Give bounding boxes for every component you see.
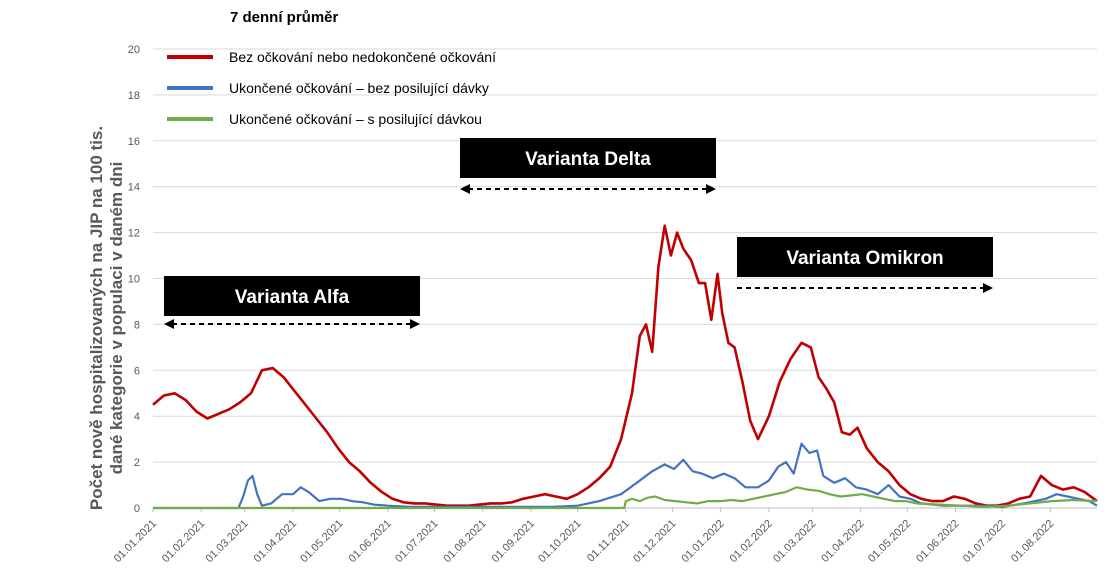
- annotation-label: Varianta Delta: [525, 149, 651, 170]
- annotation-omikron: Varianta Omikron: [737, 237, 993, 293]
- x-tick-label: 01.08.2021: [441, 518, 488, 565]
- legend-label: Ukončené očkování – bez posilující dávky: [229, 80, 489, 96]
- x-tick-label: 01.03.2021: [203, 518, 250, 565]
- y-tick-label: 4: [134, 411, 140, 423]
- x-tick-label: 01.07.2021: [393, 518, 440, 565]
- legend-label: Ukončené očkování – s posilující dávkou: [229, 111, 482, 127]
- x-tick-label: 01.11.2021: [585, 518, 632, 565]
- annotation-box: [737, 237, 993, 277]
- series-line-vaccinated-booster: [153, 486, 1098, 510]
- annotation-label: Varianta Omikron: [786, 248, 943, 269]
- x-tick-label: 01.05.2021: [298, 518, 345, 565]
- arrow-right-icon: [983, 283, 993, 293]
- legend-item-vaccinated-no-booster: Ukončené očkování – bez posilující dávky: [167, 80, 489, 96]
- x-tick-label: 01.06.2022: [914, 518, 961, 565]
- x-tick-label: 01.04.2022: [819, 518, 866, 565]
- x-tick-label: 01.07.2022: [961, 518, 1008, 565]
- y-tick-label: 6: [134, 365, 140, 377]
- y-axis-ticks: 0 2 4 6 8 10 12 14 16 18 20: [128, 44, 140, 515]
- legend-item-unvaccinated: Bez očkování nebo nedokončené očkování: [167, 49, 496, 65]
- x-tick-label: 01.04.2021: [252, 518, 299, 565]
- legend-item-vaccinated-booster: Ukončené očkování – s posilující dávkou: [167, 111, 482, 127]
- y-tick-label: 8: [134, 319, 140, 331]
- annotation-delta: Varianta Delta: [460, 138, 716, 194]
- y-tick-label: 12: [128, 228, 140, 240]
- x-tick-label: 01.03.2022: [771, 518, 818, 565]
- series-line-unvaccinated: [152, 224, 1098, 508]
- y-tick-label: 10: [128, 274, 140, 286]
- arrow-right-icon: [410, 319, 420, 329]
- y-tick-label: 16: [128, 136, 140, 148]
- x-tick-label: 01.01.2021: [112, 518, 159, 565]
- y-axis-label-line1: Počet nově hospitalizovaných na JIP na 1…: [87, 126, 106, 510]
- x-tick-label: 01.02.2021: [160, 518, 207, 565]
- y-tick-label: 0: [134, 503, 140, 515]
- series-lines: [152, 224, 1098, 510]
- annotation-alfa: Varianta Alfa: [164, 276, 420, 329]
- variant-annotations: Varianta Alfa Varianta Delta Varianta Om…: [164, 138, 993, 329]
- y-tick-label: 14: [128, 182, 140, 194]
- x-tick-label: 01.02.2022: [728, 518, 775, 565]
- x-tick-label: 01.12.2021: [631, 518, 678, 565]
- y-tick-label: 20: [128, 44, 140, 56]
- x-tick-label: 01.09.2021: [490, 518, 537, 565]
- x-tick-label: 01.10.2021: [536, 518, 583, 565]
- x-tick-label: 01.08.2022: [1009, 518, 1056, 565]
- legend-label: Bez očkování nebo nedokončené očkování: [229, 49, 496, 65]
- arrow-left-icon: [460, 184, 470, 194]
- x-tick-label: 01.01.2022: [679, 518, 726, 565]
- y-axis-label-line2: dané kategorie v populaci v daném dni: [107, 162, 126, 475]
- legend-title: 7 denní průměr: [230, 9, 339, 26]
- annotation-box: [460, 138, 716, 178]
- y-tick-label: 18: [128, 90, 140, 102]
- annotation-label: Varianta Alfa: [235, 287, 350, 308]
- arrow-left-icon: [164, 319, 174, 329]
- series-line-vaccinated-no-booster: [153, 442, 1098, 510]
- arrow-right-icon: [706, 184, 716, 194]
- y-tick-label: 2: [134, 457, 140, 469]
- x-tick-label: 01.06.2021: [347, 518, 394, 565]
- x-tick-label: 01.05.2022: [866, 518, 913, 565]
- annotation-box: [164, 276, 420, 316]
- legend: 7 denní průměr Bez očkování nebo nedokon…: [167, 9, 496, 127]
